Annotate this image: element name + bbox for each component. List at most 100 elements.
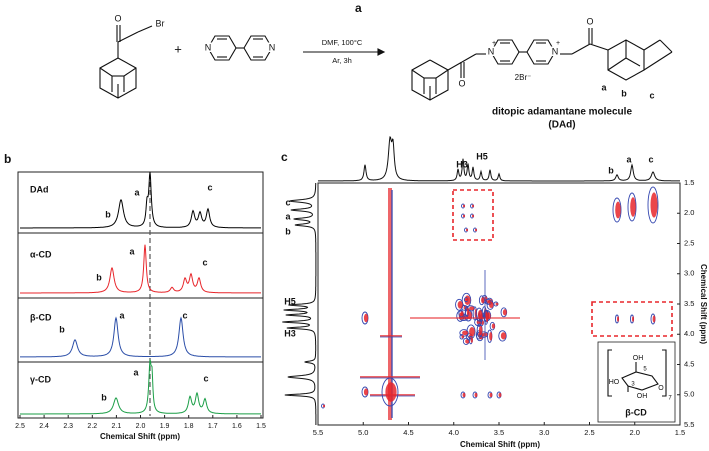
cross-peak xyxy=(631,316,635,322)
cross-peak xyxy=(481,297,485,304)
x-axis-title: Chemical Shift (ppm) xyxy=(460,440,540,449)
y-tick-label: 2.0 xyxy=(684,208,694,217)
atom-position: b xyxy=(621,88,627,98)
x-tick-label: 5.0 xyxy=(358,428,368,437)
cross-peak xyxy=(487,300,491,304)
peak-label: a xyxy=(134,187,140,197)
spectrum-name: DAd xyxy=(30,184,49,194)
cross-peak xyxy=(459,329,469,337)
peak-label: c xyxy=(285,197,290,207)
cross-peak xyxy=(465,298,469,302)
cross-peak xyxy=(385,382,397,402)
product xyxy=(411,28,673,101)
x-tick-label: 3.5 xyxy=(494,428,504,437)
peak-label: b xyxy=(101,392,107,402)
x-tick-label: 1.5 xyxy=(256,423,266,430)
atom-label: O xyxy=(586,16,593,26)
cross-peak xyxy=(461,335,464,339)
peak-label: c xyxy=(202,257,207,267)
charge: + xyxy=(556,40,560,47)
y-tick-label: 4.5 xyxy=(684,359,694,368)
highlight-box xyxy=(452,189,494,241)
beta-cd-structure xyxy=(597,341,676,423)
counterion: 2Br⁻ xyxy=(515,73,532,82)
x-tick-label: 5.5 xyxy=(313,428,323,437)
cross-peak xyxy=(500,332,507,340)
reaction-arrow xyxy=(303,48,386,56)
cross-peak xyxy=(630,197,636,217)
x-tick-label: 2.3 xyxy=(63,423,73,430)
cross-peak xyxy=(478,325,483,336)
product xyxy=(526,39,556,65)
spectrum-trace xyxy=(20,171,261,229)
x-axis-title: Chemical Shift (ppm) xyxy=(100,432,180,441)
spectrum-trace xyxy=(20,316,261,358)
peak-label: H3 xyxy=(456,159,468,169)
cross-peak xyxy=(474,392,478,398)
cross-peak xyxy=(455,298,464,311)
atom-position: a xyxy=(601,82,607,92)
peak-label: H3 xyxy=(284,328,296,338)
x-tick-label: 4.0 xyxy=(449,428,459,437)
peak-label: b xyxy=(59,324,65,334)
product xyxy=(571,43,591,55)
inset-label: β-CD xyxy=(625,407,647,417)
peak-label: b xyxy=(96,272,102,282)
peak-label: a xyxy=(119,310,125,320)
repeat-count: 7 xyxy=(668,396,672,402)
cross-peak xyxy=(647,186,659,224)
cross-peak xyxy=(495,302,499,306)
y-tick-label: 1.5 xyxy=(684,178,694,187)
x-tick-label: 1.9 xyxy=(160,423,170,430)
beta-cd-structure xyxy=(607,349,612,397)
atom-label: N xyxy=(488,46,495,56)
atom-label: HO xyxy=(609,379,620,386)
cross-peak xyxy=(363,313,369,323)
atom-label: OH xyxy=(637,393,648,400)
cross-peak xyxy=(479,331,489,338)
cross-peak xyxy=(469,306,475,311)
cross-peak xyxy=(462,204,466,208)
cross-peak xyxy=(462,330,468,336)
cross-peak xyxy=(652,315,656,323)
charge: + xyxy=(492,40,496,47)
x-tick-label: 2.4 xyxy=(39,423,49,430)
x-tick-label: 2.5 xyxy=(584,428,594,437)
cross-peak xyxy=(615,201,621,219)
reaction-arrow xyxy=(377,48,386,56)
x-tick-label: 2.0 xyxy=(136,423,146,430)
cross-peak xyxy=(456,310,465,322)
beta-cd-structure xyxy=(597,341,676,423)
spectrum-name: β-CD xyxy=(30,312,52,322)
x-tick-label: 3.0 xyxy=(539,428,549,437)
spectrum-name: α-CD xyxy=(30,249,52,259)
y-tick-label: 3.0 xyxy=(684,269,694,278)
cross-peak xyxy=(462,214,466,218)
highlight-box xyxy=(591,301,673,337)
cross-peak xyxy=(612,197,622,223)
y-tick-label: 2.5 xyxy=(684,238,694,247)
x-tick-label: 1.8 xyxy=(184,423,194,430)
cross-peak xyxy=(471,204,475,208)
product xyxy=(447,61,463,71)
y-tick-label: 5.0 xyxy=(684,390,694,399)
peak-label: a xyxy=(133,367,139,377)
atom-label: O xyxy=(458,78,465,88)
cross-peak xyxy=(471,214,475,218)
x-tick-label: 2.0 xyxy=(630,428,640,437)
atom-label: Br xyxy=(156,18,165,28)
product xyxy=(607,57,627,71)
spectrum-trace xyxy=(20,359,261,415)
reactant-2 xyxy=(243,35,273,61)
product xyxy=(643,51,673,71)
atom-label: N xyxy=(552,46,559,56)
cross-peak xyxy=(363,388,369,396)
y-tick-label: 4.0 xyxy=(684,329,694,338)
atom-label: OH xyxy=(633,355,644,362)
cross-peak xyxy=(462,392,466,398)
x-tick-label: 1.7 xyxy=(208,423,218,430)
panel-label: a xyxy=(355,1,362,15)
x-tick-label: 2.2 xyxy=(87,423,97,430)
y-axis-title: Chemical Shift (ppm) xyxy=(699,264,708,344)
